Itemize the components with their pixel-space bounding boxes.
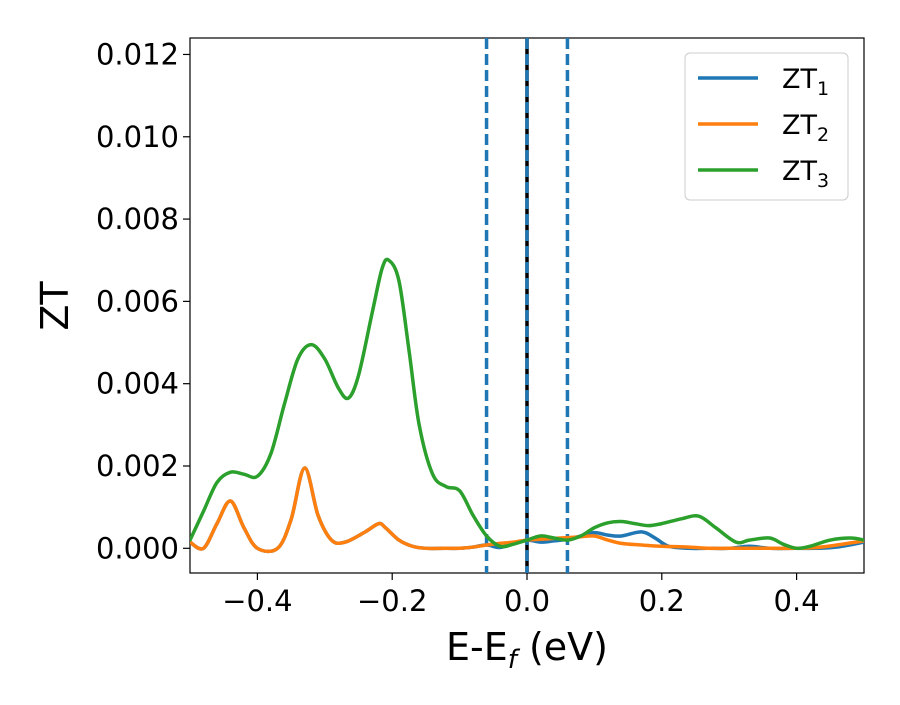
- x-tick-label: 0.0: [504, 584, 550, 618]
- legend-label-1: ZT1: [782, 64, 829, 100]
- y-tick-label: 0.008: [96, 202, 179, 236]
- legend: ZT1 ZT2 ZT3: [684, 52, 849, 201]
- y-axis-label: ZT: [33, 281, 77, 331]
- x-tick-label: −0.4: [222, 584, 292, 618]
- y-tick-label: 0.012: [96, 37, 179, 71]
- legend-box: [684, 52, 849, 201]
- y-tick-label: 0.004: [96, 367, 179, 401]
- x-axis-label: E-Ef (eV): [446, 625, 608, 675]
- x-axis: −0.4 −0.2 0.0 0.2 0.4: [222, 573, 820, 618]
- series-layer: [190, 257, 864, 554]
- legend-label-2: ZT2: [782, 110, 829, 146]
- y-tick-label: 0.010: [96, 120, 179, 154]
- series-line-3: [190, 257, 864, 551]
- y-tick-label: 0.002: [96, 449, 179, 483]
- reference-lines: [484, 38, 570, 573]
- x-tick-label: 0.2: [639, 584, 685, 618]
- legend-label-3: ZT3: [782, 156, 829, 192]
- y-tick-label: 0.000: [96, 531, 179, 565]
- y-axis: 0.000 0.002 0.004 0.006 0.008 0.010 0.012: [96, 37, 190, 565]
- x-tick-label: −0.2: [357, 584, 427, 618]
- x-tick-label: 0.4: [774, 584, 820, 618]
- y-tick-label: 0.006: [96, 284, 179, 318]
- series-line-2: [190, 466, 864, 554]
